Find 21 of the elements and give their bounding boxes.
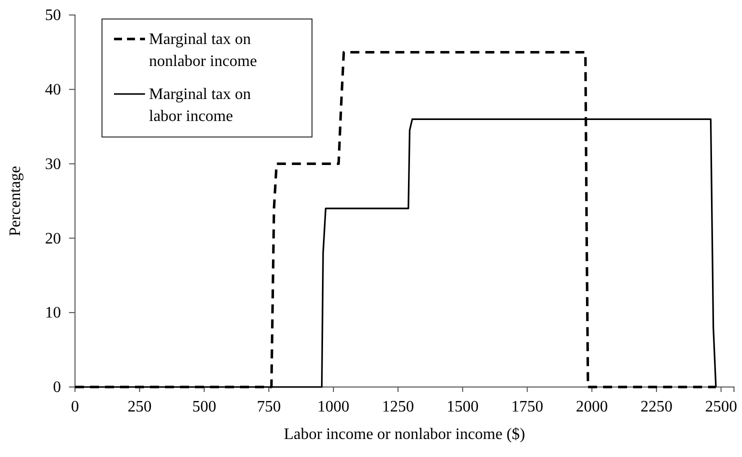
y-tick-label: 30 (45, 156, 61, 173)
x-tick-label: 250 (128, 398, 152, 416)
legend-label: Marginal tax on labor income (149, 86, 251, 125)
x-tick-label: 1250 (382, 398, 414, 416)
y-tick-label: 40 (45, 82, 61, 99)
x-tick-label: 1500 (446, 398, 479, 416)
x-tick-label: 750 (256, 398, 281, 416)
legend-label: Marginal tax on nonlabor income (149, 31, 257, 70)
y-tick-label: 10 (45, 304, 61, 322)
y-tick-label: 0 (53, 379, 61, 396)
x-axis-title: Labor income or nonlabor income ($) (284, 426, 526, 443)
x-tick-label: 1000 (317, 398, 350, 416)
x-tick-label: 2500 (705, 398, 738, 416)
y-tick-label: 50 (45, 7, 61, 24)
x-tick-label: 1750 (511, 398, 544, 416)
y-axis-title: Percentage (7, 166, 24, 236)
x-tick-label: 2250 (640, 398, 672, 416)
x-tick-label: 0 (71, 398, 79, 416)
y-tick-label: 20 (45, 230, 61, 248)
x-tick-label: 500 (192, 398, 216, 416)
x-tick-label: 2000 (576, 398, 608, 416)
